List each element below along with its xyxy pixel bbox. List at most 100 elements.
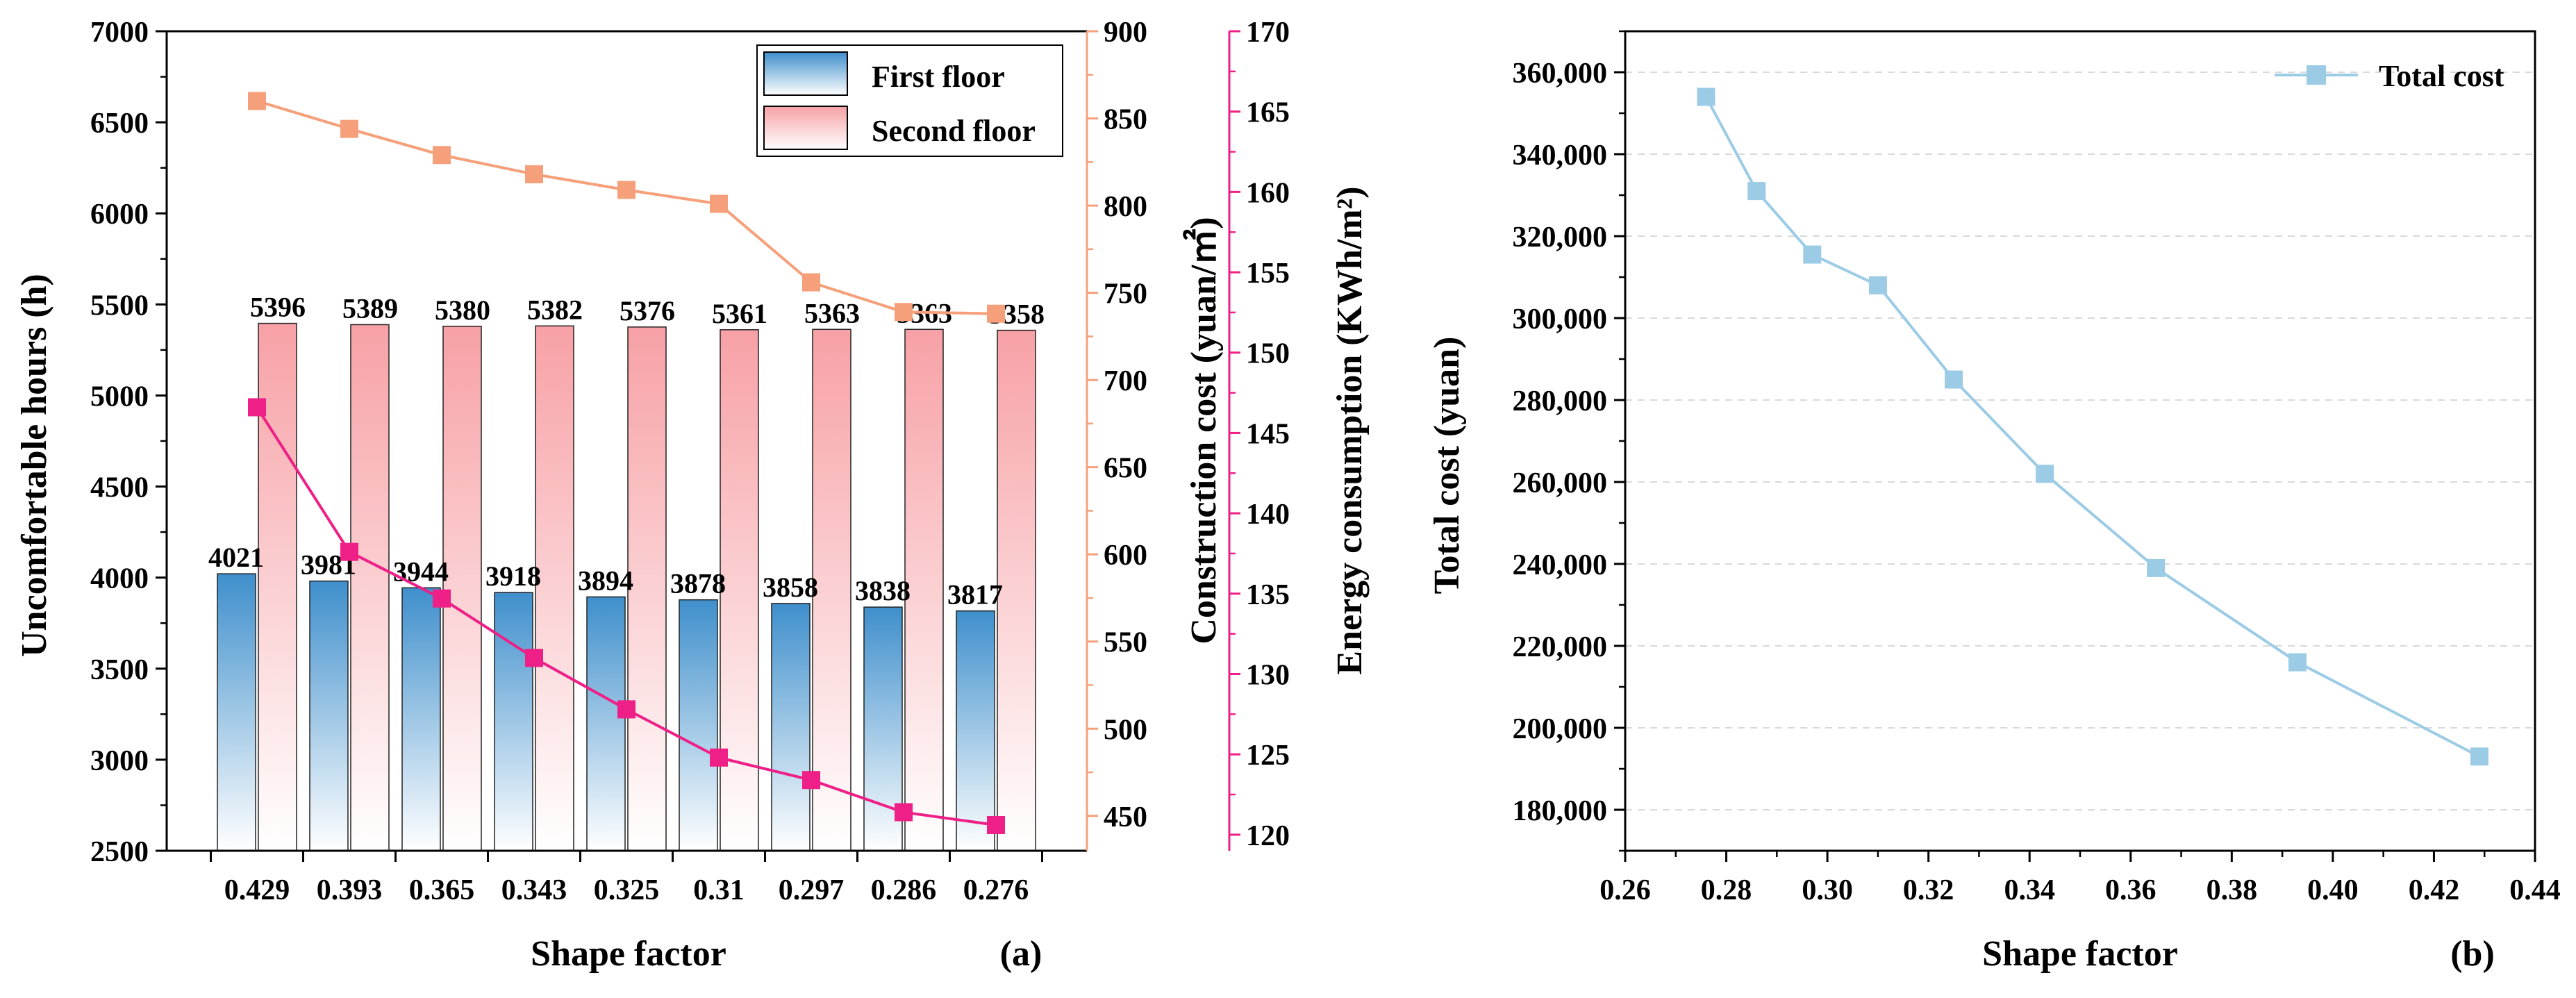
y-tick-label: 180,000 xyxy=(1513,795,1608,827)
panel-b-axes: 180,000 200,000 220,000 240,000 260,000 280,0… xyxy=(1513,30,2561,906)
energy-consumption-marker xyxy=(895,803,913,822)
total-cost-marker xyxy=(1868,276,1887,294)
energy-consumption-marker xyxy=(248,398,266,417)
y-tick-label: 320,000 xyxy=(1513,222,1608,253)
y-right-1-tick-label: 600 xyxy=(1104,540,1147,572)
y-right-2-tick-label: 155 xyxy=(1246,258,1290,290)
panel-b-letter: (b) xyxy=(2450,934,2495,974)
bar-first-floor xyxy=(771,603,811,851)
panel-b-lines xyxy=(1697,88,2488,766)
construction-cost-marker xyxy=(710,194,728,213)
panel-b-xlabel: Shape factor xyxy=(1982,934,2178,974)
y-tick-label: 300,000 xyxy=(1513,303,1608,335)
total-cost-marker xyxy=(1747,182,1766,201)
y-left-tick-label: 2500 xyxy=(90,836,149,868)
panel-a-lines xyxy=(248,92,1005,834)
y-tick-label: 360,000 xyxy=(1513,58,1608,90)
total-cost-marker xyxy=(2470,747,2488,766)
bar-first-floor-label: 3918 xyxy=(485,560,541,592)
y-right-2-tick-label: 125 xyxy=(1246,740,1290,772)
y-left-tick-label: 6500 xyxy=(90,108,149,140)
x-tick-label: 0.31 xyxy=(693,874,745,906)
x-tick-label: 0.365 xyxy=(409,874,475,906)
legend-second-floor-swatch xyxy=(763,106,848,150)
panel-a-labels: Shape factor (a) Uncomfortable hours (h)… xyxy=(15,186,1370,974)
panel-b xyxy=(1625,72,2535,810)
panel-b-legend: Total cost xyxy=(2275,59,2504,93)
total-cost-line xyxy=(1704,96,2480,758)
panel-a-letter: (a) xyxy=(1000,934,1042,974)
x-tick-label: 0.40 xyxy=(2307,874,2359,906)
panel-b-labels: Shape factor (b) Total cost (yuan) xyxy=(1427,337,2495,974)
y-right-1-tick-label: 550 xyxy=(1104,627,1147,659)
x-tick-label: 0.42 xyxy=(2409,874,2460,906)
y-right-1-tick-label: 700 xyxy=(1104,365,1147,397)
bar-first-floor-label: 4021 xyxy=(208,542,264,573)
y-right-1-tick-label: 750 xyxy=(1104,278,1147,310)
y-right-1-label: Construction cost (yuan/㎡) xyxy=(1183,217,1224,644)
y-right-2-tick-label: 140 xyxy=(1246,499,1290,531)
bar-second-floor-label: 5361 xyxy=(712,298,767,329)
y-tick-label: 220,000 xyxy=(1513,631,1608,663)
legend-second-floor-label: Second floor xyxy=(872,114,1036,148)
y-right-2-tick-label: 160 xyxy=(1246,177,1290,209)
y-left-tick-label: 7000 xyxy=(90,17,149,49)
bar-first-floor xyxy=(679,599,718,851)
y-tick-label: 260,000 xyxy=(1513,467,1608,499)
y-right-1-tick-label: 450 xyxy=(1104,801,1147,833)
y-left-tick-label: 4500 xyxy=(90,472,149,504)
y-right-1-tick-label: 800 xyxy=(1104,191,1147,223)
energy-consumption-marker xyxy=(617,700,635,719)
bar-second-floor xyxy=(627,326,667,851)
energy-consumption-marker xyxy=(987,815,1005,834)
panel-a-xlabel: Shape factor xyxy=(531,934,726,974)
x-tick-label: 0.36 xyxy=(2105,874,2157,906)
construction-cost-marker xyxy=(802,273,820,292)
panel-b-ylabel: Total cost (yuan) xyxy=(1427,337,1467,594)
x-tick-label: 0.32 xyxy=(1903,874,1954,906)
bar-first-floor-label: 3858 xyxy=(763,572,818,603)
energy-consumption-marker xyxy=(433,589,451,608)
y-right-2-tick-label: 170 xyxy=(1246,17,1290,49)
y-right-2-tick-label: 130 xyxy=(1246,659,1290,691)
bar-first-floor xyxy=(401,587,441,851)
x-tick-label: 0.26 xyxy=(1599,874,1651,906)
y-left-tick-label: 3500 xyxy=(90,654,149,686)
legend-total-cost-marker xyxy=(2307,65,2326,85)
y-tick-label: 240,000 xyxy=(1513,549,1608,581)
bar-second-floor xyxy=(997,329,1036,851)
y-left-tick-label: 5000 xyxy=(90,381,149,413)
x-tick-label: 0.30 xyxy=(1802,874,1853,906)
x-tick-label: 0.325 xyxy=(594,874,660,906)
construction-cost-marker xyxy=(525,165,543,183)
bar-first-floor xyxy=(586,596,626,851)
x-tick-label: 0.429 xyxy=(224,874,290,906)
total-cost-marker xyxy=(2288,653,2307,672)
x-tick-label: 0.393 xyxy=(317,874,383,906)
y-right-1-tick-label: 850 xyxy=(1104,104,1147,136)
y-left-tick-label: 5500 xyxy=(90,290,149,322)
x-tick-label: 0.297 xyxy=(779,874,845,906)
energy-consumption-marker xyxy=(340,542,358,561)
x-tick-label: 0.34 xyxy=(2004,874,2055,906)
bar-first-floor-label: 3817 xyxy=(947,579,1003,610)
energy-consumption-marker xyxy=(710,748,728,767)
total-cost-marker xyxy=(1945,370,1963,389)
x-tick-label: 0.343 xyxy=(501,874,567,906)
y-left-tick-label: 3000 xyxy=(90,745,149,777)
bar-first-floor xyxy=(956,610,995,851)
total-cost-marker xyxy=(1697,88,1715,106)
x-tick-label: 0.38 xyxy=(2207,874,2258,906)
bar-second-floor-label: 5396 xyxy=(250,292,306,323)
bar-second-floor xyxy=(720,329,759,851)
y-right-2-tick-label: 150 xyxy=(1246,338,1290,370)
construction-cost-marker xyxy=(248,92,266,110)
y-left-tick-label: 6000 xyxy=(90,199,149,231)
bar-first-floor xyxy=(309,580,349,851)
y-tick-label: 200,000 xyxy=(1513,713,1608,745)
y-right-1-tick-label: 650 xyxy=(1104,453,1147,485)
construction-cost-marker xyxy=(987,304,1005,323)
panel-a-bars: 4021539639815389394453803918538238945376… xyxy=(208,292,1045,851)
